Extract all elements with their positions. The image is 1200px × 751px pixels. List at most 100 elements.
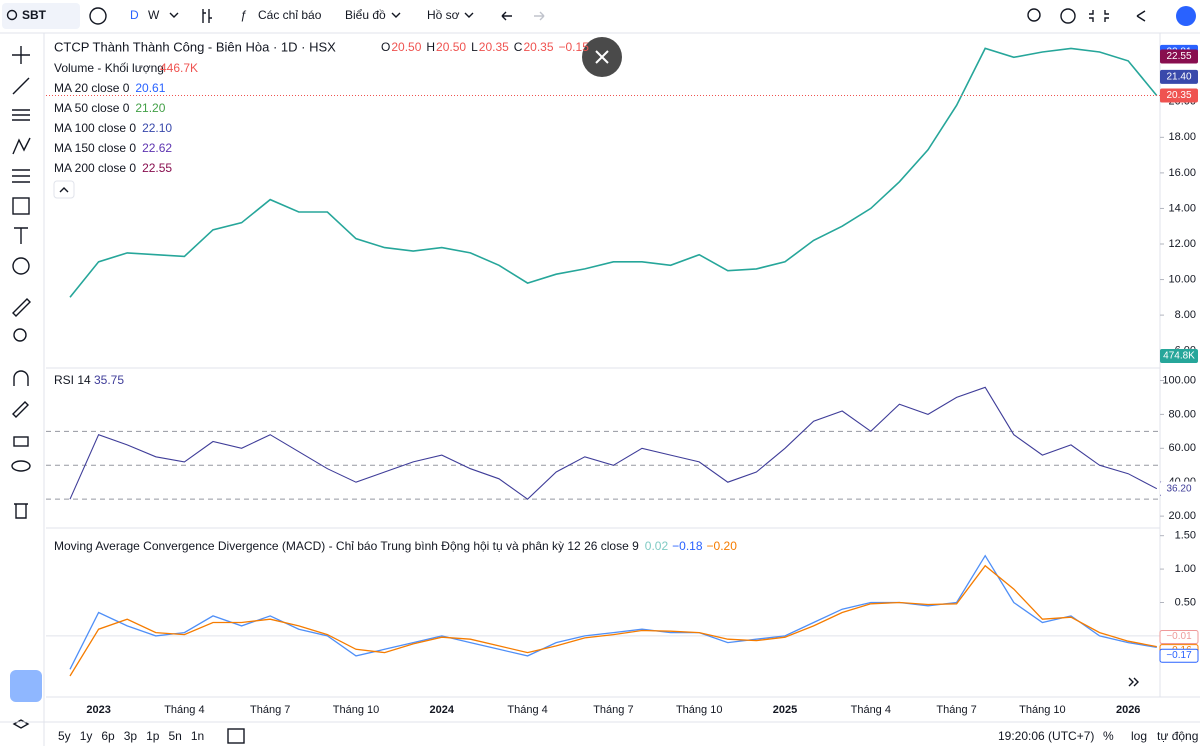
zoom-icon[interactable] xyxy=(1027,8,1041,22)
ma-value: 22.62 xyxy=(142,141,172,155)
date-range-picker[interactable] xyxy=(227,728,245,744)
ma-value: 22.55 xyxy=(142,161,172,175)
undo[interactable] xyxy=(501,11,512,21)
ma-value: 22.10 xyxy=(142,121,172,135)
x-tick-label: Tháng 10 xyxy=(676,704,722,716)
x-tick-label: Tháng 4 xyxy=(164,704,204,716)
chart-type-icon[interactable] xyxy=(202,9,212,23)
fx-icon[interactable]: ƒ xyxy=(240,8,247,22)
ma-name: MA 100 close 0 xyxy=(54,121,136,135)
x-tick-label: 2026 xyxy=(1116,704,1140,716)
y-tick-label: 8.00 xyxy=(1175,309,1196,321)
ma-name: MA 150 close 0 xyxy=(54,141,136,155)
collapse-legend[interactable] xyxy=(53,180,75,199)
price-badge-bg xyxy=(1160,49,1198,64)
percent-toggle[interactable]: % xyxy=(1103,729,1114,743)
y-tick-label: 1.00 xyxy=(1175,563,1196,575)
profile-menu[interactable]: Hồ sơ xyxy=(427,8,460,22)
range-button[interactable]: 1p xyxy=(146,729,160,743)
range-button[interactable]: 5y xyxy=(58,729,71,743)
chevron[interactable] xyxy=(464,12,474,18)
ma-name: MA 20 close 0 xyxy=(54,81,130,95)
ad-button[interactable] xyxy=(10,670,42,702)
log-toggle[interactable]: log xyxy=(1131,729,1147,743)
trendline-tool[interactable] xyxy=(12,77,30,95)
change: −0.15 xyxy=(559,40,590,54)
symbol-search[interactable] xyxy=(2,3,80,29)
scroll-to-realtime[interactable] xyxy=(1128,677,1139,687)
magnet-tool[interactable] xyxy=(13,370,29,386)
fullscreen[interactable] xyxy=(1089,10,1109,22)
rsi-badge: 36.20 xyxy=(1166,483,1191,494)
macd-value: −0.20 xyxy=(707,539,738,553)
layers[interactable] xyxy=(12,719,30,729)
y-tick-label: 80.00 xyxy=(1168,408,1196,420)
interval[interactable]: W xyxy=(148,8,160,22)
rsi-name: RSI 14 xyxy=(54,373,91,387)
x-tick-label: 2023 xyxy=(86,704,110,716)
ohlc-key: O xyxy=(381,40,390,54)
range-button[interactable]: 1n xyxy=(191,729,204,743)
y-tick-label: 100.00 xyxy=(1162,374,1196,386)
y-tick-label: 1.50 xyxy=(1175,530,1196,542)
chevron[interactable] xyxy=(391,12,401,18)
range-button[interactable]: 5n xyxy=(168,729,181,743)
x-tick-label: 2025 xyxy=(773,704,797,716)
forecast-tool[interactable] xyxy=(12,169,30,183)
measure-tool[interactable] xyxy=(12,298,31,317)
price-badge: 22.55 xyxy=(1166,51,1191,62)
y-tick-label: 0.50 xyxy=(1175,596,1196,608)
search-icon xyxy=(6,9,18,21)
fib-tool[interactable] xyxy=(12,109,30,121)
range-button[interactable]: 1y xyxy=(80,729,93,743)
price-badge-bg xyxy=(1160,69,1198,84)
trash-tool[interactable] xyxy=(14,503,28,519)
ohlc-value: 20.50 xyxy=(391,40,421,54)
close-icon[interactable] xyxy=(595,50,609,64)
symbol-title: CTCP Thành Thành Công - Biên Hòa · 1D · … xyxy=(54,39,336,54)
macd-value: −0.18 xyxy=(672,539,703,553)
collapse-icon[interactable] xyxy=(59,187,69,193)
macd-badge-bg xyxy=(1159,648,1199,663)
shape-tool[interactable] xyxy=(12,197,30,215)
logo[interactable] xyxy=(1176,6,1196,26)
ohlc-value: 20.50 xyxy=(436,40,466,54)
hide-tool[interactable] xyxy=(11,460,31,472)
price-badge: 21.40 xyxy=(1166,72,1191,83)
ma-value: 21.20 xyxy=(135,101,165,115)
auto-toggle[interactable]: tự động xyxy=(1157,729,1198,743)
chart-menu[interactable]: Biểu đồ xyxy=(345,8,386,22)
ohlc-key: H xyxy=(426,40,435,54)
interval[interactable]: D xyxy=(130,8,139,22)
rsi-value: 35.75 xyxy=(94,373,124,387)
ohlc-value: 20.35 xyxy=(523,40,553,54)
clock: 19:20:06 (UTC+7) xyxy=(998,729,1094,743)
share[interactable] xyxy=(1136,10,1146,22)
range-button[interactable]: 3p xyxy=(124,729,138,743)
macd-badge-bg xyxy=(1159,630,1199,645)
x-tick-label: Tháng 7 xyxy=(936,704,976,716)
indicators-button[interactable]: Các chỉ báo xyxy=(258,8,322,22)
volume-value: 446.7K xyxy=(160,61,198,75)
zoom-tool[interactable] xyxy=(13,328,27,342)
legend: CTCP Thành Thành Công - Biên Hòa · 1D · … xyxy=(53,37,639,553)
crosshair-tool[interactable] xyxy=(12,46,30,64)
draw-mode[interactable] xyxy=(12,401,29,418)
range-button[interactable]: 6p xyxy=(101,729,115,743)
y-tick-label: 20.00 xyxy=(1168,510,1196,522)
x-tick-label: Tháng 7 xyxy=(593,704,633,716)
x-tick-label: Tháng 10 xyxy=(333,704,379,716)
settings[interactable] xyxy=(1060,8,1076,24)
text-tool[interactable] xyxy=(14,227,28,244)
chevron[interactable] xyxy=(169,12,179,18)
macd-name: Moving Average Convergence Divergence (M… xyxy=(54,539,639,553)
symbol[interactable]: SBT xyxy=(22,8,47,22)
pattern-tool[interactable] xyxy=(12,137,31,155)
volume-badge-bg xyxy=(1160,349,1198,363)
add-symbol[interactable] xyxy=(89,7,107,25)
emoji-tool[interactable] xyxy=(12,257,30,275)
redo[interactable] xyxy=(534,11,545,21)
lock-tool[interactable] xyxy=(13,436,29,447)
chart-area xyxy=(0,33,1200,723)
